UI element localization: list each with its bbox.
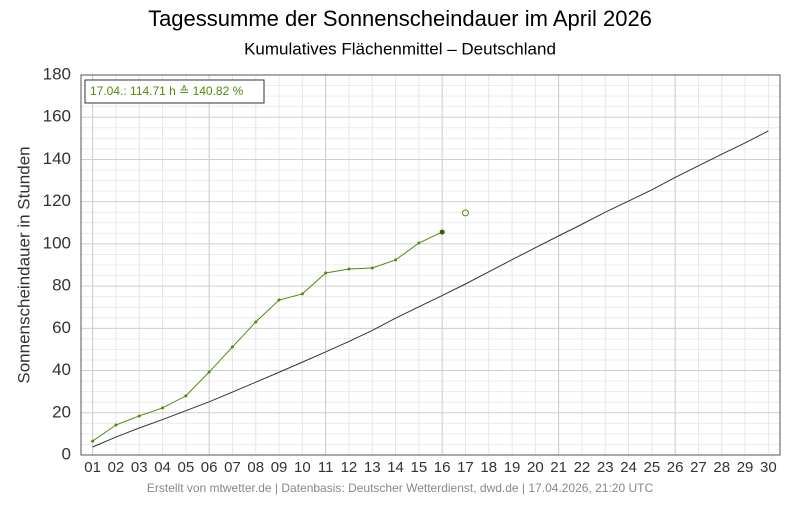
x-tick-label: 01 (84, 459, 101, 476)
chart-subtitle: Kumulatives Flächenmittel – Deutschland (244, 39, 556, 58)
point (439, 229, 445, 235)
x-tick-label: 27 (690, 459, 707, 476)
x-tick-label: 23 (597, 459, 614, 476)
y-tick-label: 60 (52, 318, 71, 337)
x-tick-label: 02 (108, 459, 125, 476)
footer: Erstellt von mtwetter.de | Datenbasis: D… (147, 481, 654, 495)
x-tick-label: 22 (574, 459, 591, 476)
x-tick-label: 24 (620, 459, 637, 476)
x-tick-label: 18 (480, 459, 497, 476)
point (207, 370, 211, 374)
x-tick-label: 14 (387, 459, 404, 476)
y-tick-label: 100 (43, 233, 71, 252)
x-tick-label: 08 (247, 459, 264, 476)
point (114, 423, 118, 427)
x-tick-label: 30 (760, 459, 777, 476)
x-tick-label: 03 (131, 459, 148, 476)
annotation-box (84, 79, 265, 104)
x-tick-label: 12 (341, 459, 358, 476)
x-tick-label: 29 (737, 459, 754, 476)
y-tick-label: 20 (52, 402, 71, 421)
x-tick-label: 28 (713, 459, 730, 476)
x-tick-label: 21 (550, 459, 567, 476)
point (370, 266, 374, 270)
point (461, 209, 469, 217)
y-axis-label: Sonnenscheindauer in Stunden (14, 146, 33, 383)
x-tick-label: 06 (201, 459, 218, 476)
point (91, 439, 95, 443)
point (277, 298, 281, 302)
series-line (92, 231, 443, 442)
y-tick-label: 140 (43, 149, 71, 168)
x-tick-label: 19 (504, 459, 521, 476)
y-tick-label: 120 (43, 191, 71, 210)
x-tick-label: 04 (154, 459, 171, 476)
x-tick-label: 05 (178, 459, 195, 476)
y-tick-label: 180 (43, 64, 71, 83)
x-tick-label: 17 (457, 459, 474, 476)
x-tick-label: 16 (434, 459, 451, 476)
y-tick-label: 40 (52, 360, 71, 379)
x-tick-label: 15 (411, 459, 428, 476)
plot-frame (80, 74, 781, 456)
annotation: 17.04.: 114.71 h ≙ 140.82 % (90, 84, 244, 98)
x-tick-label: 09 (271, 459, 288, 476)
x-tick-label: 10 (294, 459, 311, 476)
x-tick-label: 11 (318, 459, 334, 476)
point (230, 345, 234, 349)
y-tick-label: 160 (43, 107, 71, 126)
point (184, 394, 188, 398)
x-tick-label: 26 (667, 459, 684, 476)
point (254, 320, 258, 324)
series-line (92, 130, 769, 448)
y-tick-label: 80 (52, 276, 71, 295)
point (347, 267, 351, 271)
point (161, 406, 165, 410)
x-tick-label: 07 (224, 459, 241, 476)
y-tick-label: 0 (62, 444, 71, 463)
point (300, 292, 304, 296)
x-tick-label: 25 (644, 459, 661, 476)
point (417, 241, 421, 245)
point (137, 414, 141, 418)
x-tick-label: 13 (364, 459, 381, 476)
x-tick-label: 20 (527, 459, 544, 476)
chart-title: Tagessumme der Sonnenscheindauer im Apri… (148, 6, 652, 31)
point (324, 271, 328, 275)
point (394, 258, 398, 262)
